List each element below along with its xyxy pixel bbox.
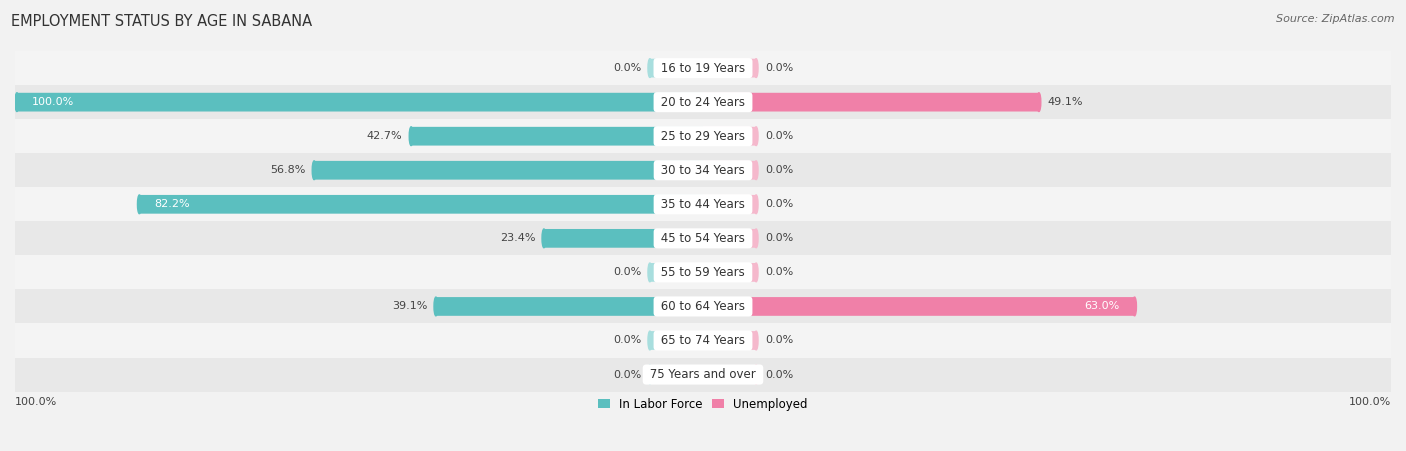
FancyBboxPatch shape — [650, 365, 703, 384]
FancyBboxPatch shape — [703, 161, 756, 179]
Circle shape — [754, 263, 758, 282]
FancyBboxPatch shape — [139, 195, 703, 214]
Text: 0.0%: 0.0% — [765, 336, 793, 345]
Text: 0.0%: 0.0% — [613, 369, 641, 380]
Text: 25 to 29 Years: 25 to 29 Years — [657, 130, 749, 143]
FancyBboxPatch shape — [411, 127, 703, 146]
Bar — [15, 358, 1391, 391]
Bar — [15, 290, 1391, 323]
Text: 56.8%: 56.8% — [270, 165, 305, 175]
Text: 23.4%: 23.4% — [499, 233, 536, 244]
FancyBboxPatch shape — [17, 93, 703, 111]
Bar — [15, 119, 1391, 153]
Text: EMPLOYMENT STATUS BY AGE IN SABANA: EMPLOYMENT STATUS BY AGE IN SABANA — [11, 14, 312, 28]
Circle shape — [648, 263, 652, 282]
Text: 45 to 54 Years: 45 to 54 Years — [657, 232, 749, 245]
Text: 39.1%: 39.1% — [392, 301, 427, 312]
FancyBboxPatch shape — [703, 331, 756, 350]
Text: 63.0%: 63.0% — [1084, 301, 1119, 312]
Text: 100.0%: 100.0% — [1348, 397, 1391, 407]
FancyBboxPatch shape — [650, 263, 703, 282]
Text: 0.0%: 0.0% — [765, 369, 793, 380]
Text: 16 to 19 Years: 16 to 19 Years — [657, 62, 749, 74]
Circle shape — [754, 229, 758, 248]
Text: 0.0%: 0.0% — [613, 267, 641, 277]
Circle shape — [754, 331, 758, 350]
Legend: In Labor Force, Unemployed: In Labor Force, Unemployed — [596, 395, 810, 413]
Circle shape — [409, 127, 413, 146]
Circle shape — [648, 365, 652, 384]
Circle shape — [754, 59, 758, 78]
Circle shape — [312, 161, 316, 179]
FancyBboxPatch shape — [703, 59, 756, 78]
FancyBboxPatch shape — [703, 195, 756, 214]
Text: 55 to 59 Years: 55 to 59 Years — [657, 266, 749, 279]
FancyBboxPatch shape — [703, 127, 756, 146]
Text: 100.0%: 100.0% — [15, 397, 58, 407]
Circle shape — [541, 229, 546, 248]
Text: 0.0%: 0.0% — [765, 199, 793, 209]
Circle shape — [754, 365, 758, 384]
Bar — [15, 221, 1391, 255]
FancyBboxPatch shape — [436, 297, 703, 316]
Text: 0.0%: 0.0% — [765, 233, 793, 244]
Bar — [15, 153, 1391, 187]
Text: 0.0%: 0.0% — [765, 267, 793, 277]
FancyBboxPatch shape — [314, 161, 703, 179]
Text: 0.0%: 0.0% — [613, 336, 641, 345]
Circle shape — [754, 127, 758, 146]
Text: 30 to 34 Years: 30 to 34 Years — [657, 164, 749, 177]
Text: 75 Years and over: 75 Years and over — [647, 368, 759, 381]
Circle shape — [1038, 93, 1040, 111]
Bar — [15, 85, 1391, 119]
Text: 65 to 74 Years: 65 to 74 Years — [657, 334, 749, 347]
Text: 0.0%: 0.0% — [765, 165, 793, 175]
Text: 0.0%: 0.0% — [613, 63, 641, 73]
Bar — [15, 255, 1391, 290]
Circle shape — [1133, 297, 1136, 316]
Circle shape — [648, 59, 652, 78]
Circle shape — [434, 297, 437, 316]
Text: 82.2%: 82.2% — [155, 199, 190, 209]
FancyBboxPatch shape — [650, 59, 703, 78]
Text: 100.0%: 100.0% — [32, 97, 75, 107]
FancyBboxPatch shape — [703, 263, 756, 282]
FancyBboxPatch shape — [703, 229, 756, 248]
FancyBboxPatch shape — [650, 331, 703, 350]
Circle shape — [648, 331, 652, 350]
Text: 0.0%: 0.0% — [765, 131, 793, 141]
Text: 49.1%: 49.1% — [1047, 97, 1083, 107]
Circle shape — [754, 161, 758, 179]
Text: 60 to 64 Years: 60 to 64 Years — [657, 300, 749, 313]
Text: 42.7%: 42.7% — [367, 131, 402, 141]
Circle shape — [15, 93, 18, 111]
Bar — [15, 323, 1391, 358]
Text: 0.0%: 0.0% — [765, 63, 793, 73]
Circle shape — [754, 195, 758, 214]
FancyBboxPatch shape — [703, 297, 1135, 316]
Text: 20 to 24 Years: 20 to 24 Years — [657, 96, 749, 109]
Text: 35 to 44 Years: 35 to 44 Years — [657, 198, 749, 211]
FancyBboxPatch shape — [703, 365, 756, 384]
FancyBboxPatch shape — [703, 93, 1039, 111]
Circle shape — [138, 195, 141, 214]
Bar — [15, 187, 1391, 221]
Text: Source: ZipAtlas.com: Source: ZipAtlas.com — [1277, 14, 1395, 23]
Bar — [15, 51, 1391, 85]
FancyBboxPatch shape — [544, 229, 703, 248]
